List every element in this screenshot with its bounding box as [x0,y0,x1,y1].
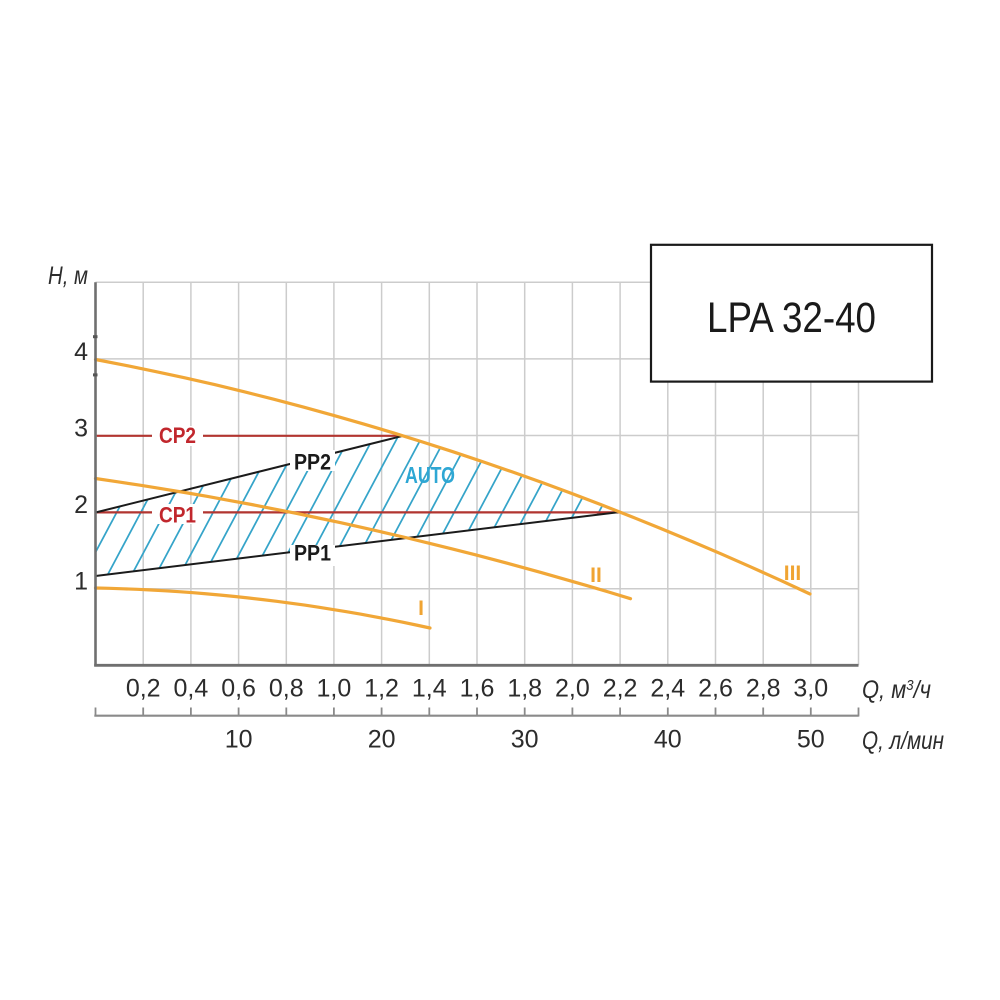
svg-text:1,2: 1,2 [364,675,399,703]
svg-text:AUTO: AUTO [405,462,455,488]
svg-text:1,6: 1,6 [460,675,495,703]
svg-text:0,6: 0,6 [221,675,256,703]
svg-text:0,2: 0,2 [126,675,161,703]
svg-text:3: 3 [74,415,88,443]
svg-text:40: 40 [654,726,682,754]
svg-text:20: 20 [368,726,396,754]
svg-text:II: II [590,564,602,587]
svg-text:2,0: 2,0 [555,675,590,703]
svg-text:Q, л/мин: Q, л/мин [862,727,944,755]
svg-text:0,8: 0,8 [269,675,304,703]
svg-text:III: III [784,562,802,585]
svg-text:CP2: CP2 [159,423,196,448]
svg-text:30: 30 [511,726,539,754]
svg-text:1,4: 1,4 [412,675,447,703]
svg-text:PP2: PP2 [294,450,331,475]
svg-text:CP1: CP1 [159,503,196,528]
svg-text:PP1: PP1 [294,541,331,566]
svg-text:Q, м3/ч: Q, м3/ч [862,676,931,704]
svg-text:I: I [418,597,424,620]
svg-text:4: 4 [74,338,88,366]
svg-text:10: 10 [225,726,253,754]
svg-text:H, м: H, м [48,262,88,290]
svg-text:LPA 32-40: LPA 32-40 [707,295,876,342]
svg-text:2: 2 [74,491,88,519]
svg-text:1,8: 1,8 [507,675,542,703]
svg-text:3,0: 3,0 [793,675,828,703]
svg-text:2,8: 2,8 [746,675,781,703]
svg-text:2,4: 2,4 [650,675,685,703]
svg-text:1: 1 [74,568,88,596]
svg-text:1,0: 1,0 [317,675,352,703]
svg-text:2,2: 2,2 [603,675,638,703]
svg-text:2,6: 2,6 [698,675,733,703]
svg-text:50: 50 [797,726,825,754]
svg-text:0,4: 0,4 [174,675,209,703]
